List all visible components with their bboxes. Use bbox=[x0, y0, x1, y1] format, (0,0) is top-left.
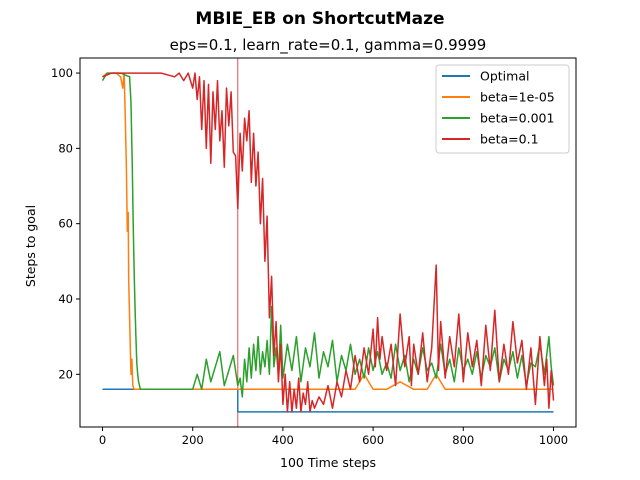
legend-box bbox=[435, 64, 570, 154]
series-line-1 bbox=[102, 72, 554, 391]
x-tick-label: 800 bbox=[452, 433, 474, 447]
y-axis-label: Steps to goal bbox=[23, 205, 38, 287]
axes-frame bbox=[79, 57, 577, 428]
y-tick-label: 100 bbox=[51, 66, 73, 80]
axis-ticks: 0 200 400 600 800 1000 20 40 60 80 100 bbox=[51, 66, 568, 447]
x-tick-label: 600 bbox=[362, 433, 384, 447]
chart-title: eps=0.1, learn_rate=0.1, gamma=0.9999 bbox=[170, 36, 487, 55]
legend-label-2: beta=0.001 bbox=[480, 111, 554, 126]
y-tick-label: 40 bbox=[58, 292, 73, 306]
legend: Optimal beta=1e-05 beta=0.001 beta=0.1 bbox=[435, 64, 570, 154]
x-axis-label: 100 Time steps bbox=[280, 455, 376, 470]
series-line-2 bbox=[101, 72, 555, 398]
x-tick-label: 200 bbox=[182, 433, 204, 447]
legend-label-0: Optimal bbox=[480, 69, 529, 84]
series-line-3 bbox=[102, 72, 555, 413]
legend-label-3: beta=0.1 bbox=[480, 132, 539, 147]
y-tick-label: 20 bbox=[58, 367, 73, 381]
chart-suptitle: MBIE_EB on ShortcutMaze bbox=[195, 9, 444, 29]
legend-label-1: beta=1e-05 bbox=[480, 90, 555, 105]
y-tick-label: 60 bbox=[58, 217, 73, 231]
plot-area bbox=[101, 58, 555, 427]
x-tick-label: 1000 bbox=[539, 433, 568, 447]
x-tick-label: 0 bbox=[99, 433, 106, 447]
x-tick-label: 400 bbox=[272, 433, 294, 447]
y-tick-label: 80 bbox=[58, 141, 73, 155]
plot-series bbox=[101, 58, 555, 427]
